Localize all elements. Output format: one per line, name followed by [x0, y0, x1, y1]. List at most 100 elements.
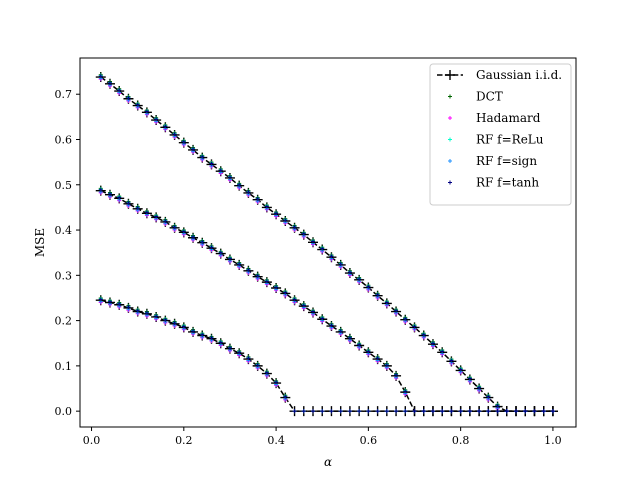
data-point — [329, 254, 334, 259]
data-point — [375, 292, 380, 297]
data-point — [163, 124, 168, 129]
data-point — [421, 409, 426, 414]
data-point — [311, 239, 316, 244]
x-tick-label: 0.6 — [360, 434, 378, 447]
data-point — [375, 409, 380, 414]
data-point — [191, 329, 196, 334]
data-point — [237, 182, 242, 187]
data-point — [246, 267, 251, 272]
y-tick-label: 0.2 — [55, 315, 73, 328]
data-point — [430, 341, 435, 346]
x-axis-label: α — [324, 455, 332, 469]
data-point — [467, 409, 472, 414]
x-tick-label: 0.8 — [452, 434, 470, 447]
data-point — [495, 403, 500, 408]
data-point — [227, 256, 232, 261]
data-point — [532, 409, 537, 414]
data-point — [477, 385, 482, 390]
data-point — [181, 139, 186, 144]
data-point — [421, 332, 426, 337]
y-axis-label: MSE — [33, 228, 47, 257]
data-point — [237, 350, 242, 355]
data-point — [126, 305, 131, 310]
legend-marker — [448, 180, 452, 185]
data-point — [264, 204, 269, 209]
data-point — [218, 250, 223, 255]
legend-label: RF f=ReLu — [476, 133, 544, 147]
data-point — [292, 297, 297, 302]
data-point — [430, 409, 435, 414]
data-point — [366, 284, 371, 289]
data-point — [163, 218, 168, 223]
data-point — [163, 317, 168, 322]
data-point — [117, 301, 122, 306]
legend-label: RF f=sign — [476, 154, 537, 168]
data-point — [126, 95, 131, 100]
y-tick-label: 0.5 — [55, 179, 73, 192]
data-point — [264, 279, 269, 284]
data-point — [375, 356, 380, 361]
data-point — [458, 409, 463, 414]
x-tick-label: 1.0 — [544, 434, 562, 447]
data-point — [107, 299, 112, 304]
data-point — [274, 380, 279, 385]
data-point — [495, 409, 500, 414]
data-point — [154, 117, 159, 122]
data-point — [449, 358, 454, 363]
data-point — [172, 224, 177, 229]
data-point — [218, 340, 223, 345]
data-point — [283, 394, 288, 399]
data-point — [264, 370, 269, 375]
legend-label: Hadamard — [476, 111, 541, 125]
y-tick-label: 0.0 — [55, 405, 73, 418]
data-point — [550, 409, 555, 414]
data-point — [347, 335, 352, 340]
data-point — [384, 362, 389, 367]
legend-marker — [448, 159, 452, 163]
data-point — [218, 168, 223, 173]
data-point — [320, 246, 325, 251]
data-point — [366, 349, 371, 354]
data-point — [504, 409, 509, 414]
data-point — [320, 409, 325, 414]
data-point — [403, 316, 408, 321]
data-point — [292, 224, 297, 229]
data-point — [274, 211, 279, 216]
data-point — [301, 231, 306, 236]
data-point — [301, 303, 306, 308]
data-point — [292, 409, 297, 414]
data-point — [329, 323, 334, 328]
data-point — [467, 376, 472, 381]
data-point — [135, 205, 140, 210]
data-point — [347, 270, 352, 275]
data-point — [191, 147, 196, 152]
y-axis-ticks: 0.0 0.1 0.2 0.3 0.4 0.5 0.6 0.7 — [55, 88, 80, 418]
data-point — [514, 409, 519, 414]
legend-label: DCT — [476, 90, 503, 104]
x-tick-label: 0.0 — [83, 434, 101, 447]
data-point — [357, 342, 362, 347]
data-point — [117, 88, 122, 93]
legend-marker — [448, 116, 452, 120]
data-point — [227, 175, 232, 180]
data-point — [412, 409, 417, 414]
data-point — [135, 102, 140, 107]
data-point — [209, 335, 214, 340]
data-point — [394, 308, 399, 313]
data-point — [458, 367, 463, 372]
data-point — [366, 409, 371, 414]
x-axis-ticks: 0.0 0.2 0.4 0.6 0.8 1.0 — [83, 427, 562, 447]
legend-label: RF f=tanh — [476, 176, 539, 190]
y-tick-label: 0.1 — [55, 360, 73, 373]
data-point — [384, 300, 389, 305]
data-point — [357, 409, 362, 414]
data-point — [384, 409, 389, 414]
x-tick-label: 0.4 — [267, 434, 285, 447]
data-point — [255, 196, 260, 201]
data-point — [255, 362, 260, 367]
data-point — [107, 80, 112, 85]
data-point — [237, 262, 242, 267]
data-point — [394, 409, 399, 414]
